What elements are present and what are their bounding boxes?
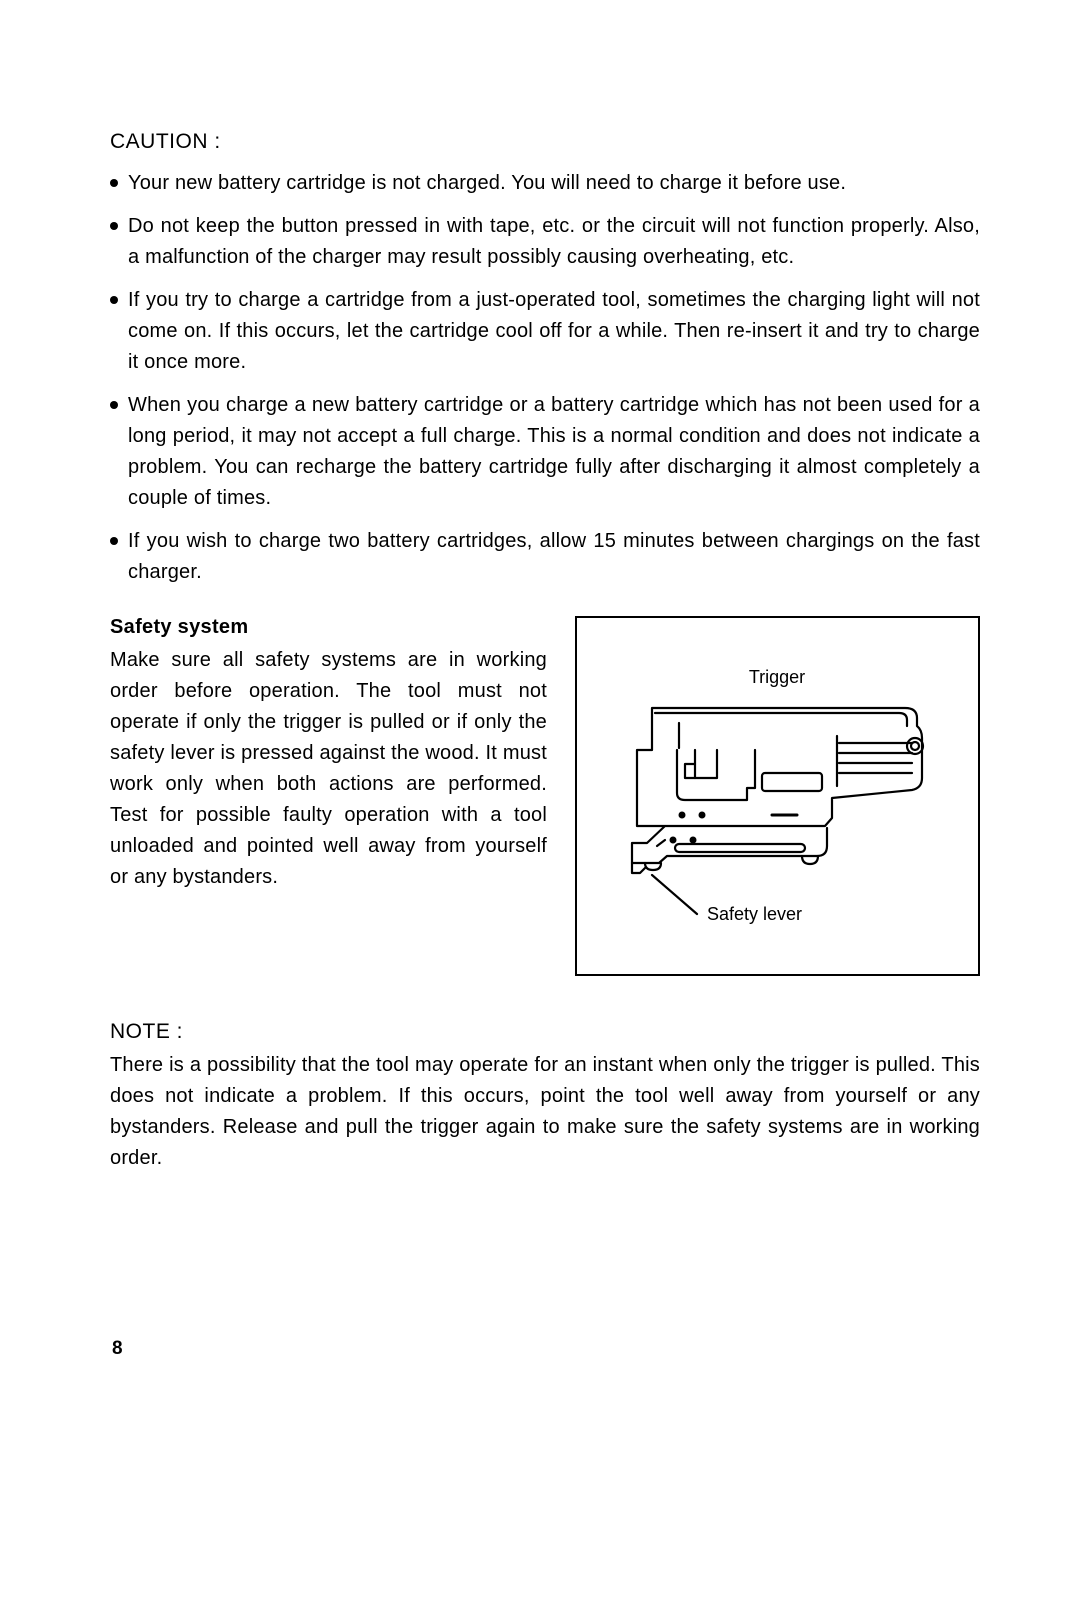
caution-list: Your new battery cartridge is not charge… — [110, 168, 980, 588]
caution-item: Do not keep the button pressed in with t… — [110, 211, 980, 273]
manual-page: CAUTION : Your new battery cartridge is … — [0, 0, 1080, 1600]
caution-item: If you wish to charge two battery cartri… — [110, 526, 980, 588]
caution-item: If you try to charge a cartridge from a … — [110, 285, 980, 378]
note-heading: NOTE : — [110, 1020, 980, 1044]
note-body: There is a possibility that the tool may… — [110, 1050, 980, 1174]
safety-lever-label: Safety lever — [707, 904, 802, 924]
safety-heading: Safety system — [110, 616, 547, 639]
page-number: 8 — [112, 1338, 123, 1360]
tool-diagram: Trigger Safety lever — [575, 616, 980, 976]
safety-text-block: Safety system Make sure all safety syste… — [110, 616, 547, 893]
caution-item: Your new battery cartridge is not charge… — [110, 168, 980, 199]
tool-diagram-svg: Trigger Safety lever — [577, 618, 977, 973]
caution-item: When you charge a new battery cartridge … — [110, 390, 980, 514]
trigger-label: Trigger — [749, 667, 805, 687]
caution-heading: CAUTION : — [110, 130, 980, 154]
safety-body: Make sure all safety systems are in work… — [110, 645, 547, 893]
safety-section: Safety system Make sure all safety syste… — [110, 616, 980, 976]
